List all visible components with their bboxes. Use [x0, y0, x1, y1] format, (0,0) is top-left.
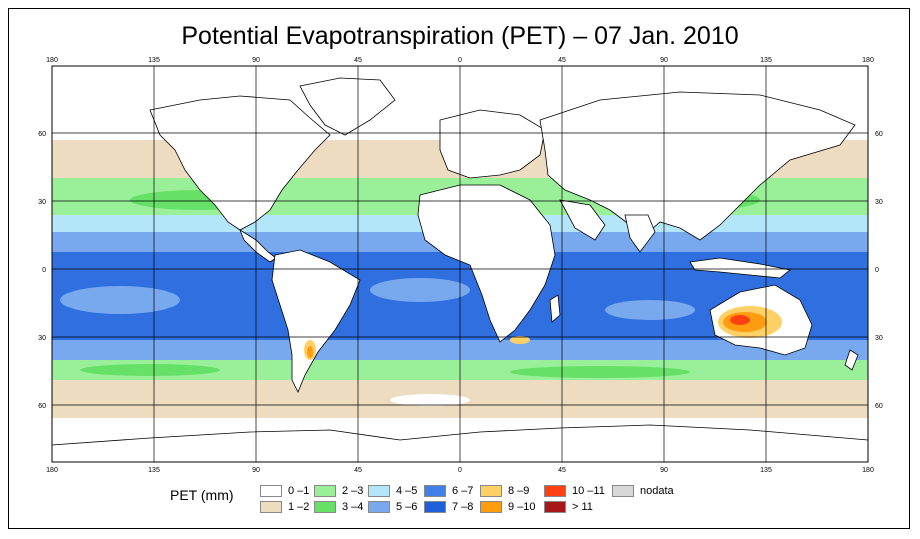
legend-item: 9 –10	[480, 501, 536, 513]
lat-tick: 30	[38, 335, 46, 342]
pattern-blob	[510, 366, 690, 378]
legend-swatch	[424, 501, 446, 513]
legend-label: nodata	[640, 485, 674, 497]
legend-item: 8 –9	[480, 485, 529, 497]
legend-swatch	[480, 501, 502, 513]
legend-swatch	[480, 485, 502, 497]
legend-item: 7 –8	[424, 501, 473, 513]
legend-label: 0 –1	[288, 485, 310, 497]
legend-item: 5 –6	[368, 501, 417, 513]
legend-swatch	[260, 501, 282, 513]
legend-label: 5 –6	[396, 501, 418, 513]
pattern-blob	[80, 364, 220, 376]
pattern-blob	[605, 300, 695, 320]
legend-label: 2 –3	[342, 485, 364, 497]
legend-swatch	[368, 501, 390, 513]
legend-swatch	[612, 485, 634, 497]
legend-item: 2 –3	[314, 485, 363, 497]
legend-item: 10 –11	[544, 485, 605, 497]
legend-item: > 11	[544, 501, 593, 513]
hotspot-australia-peak	[730, 315, 750, 325]
north-america	[149, 95, 331, 231]
lon-tick: 45	[558, 57, 566, 64]
legend-label: 4 –5	[396, 485, 418, 497]
legend-swatch	[368, 485, 390, 497]
lon-tick: 135	[760, 57, 772, 64]
south-america	[271, 249, 361, 393]
lon-tick: 180	[46, 57, 58, 64]
legend-label: 8 –9	[508, 485, 530, 497]
madagascar	[549, 294, 561, 323]
lat-tick: 30	[875, 335, 883, 342]
legend-swatch	[314, 501, 336, 513]
africa	[417, 184, 556, 343]
legend-title: PET (mm)	[170, 487, 234, 503]
legend-item: 1 –2	[260, 501, 309, 513]
greenland	[299, 77, 396, 136]
lat-tick: 60	[875, 403, 883, 410]
lon-tick: 135	[148, 467, 160, 474]
lon-tick: 0	[458, 467, 462, 474]
lat-tick: 0	[42, 267, 46, 274]
hotspot-southafrica	[510, 336, 530, 344]
map-title: Potential Evapotranspiration (PET) – 07 …	[181, 22, 739, 50]
hotspot-argentina-core	[307, 346, 313, 358]
lon-tick: 90	[660, 57, 668, 64]
central-america	[239, 229, 277, 263]
lon-tick: 135	[760, 467, 772, 474]
lat-tick: 60	[38, 403, 46, 410]
legend-label: 3 –4	[342, 501, 364, 513]
lon-tick: 90	[660, 467, 668, 474]
lon-tick: 180	[862, 57, 874, 64]
lon-tick: 45	[354, 467, 362, 474]
lat-tick: 0	[875, 267, 879, 274]
asia	[539, 91, 856, 241]
lon-tick: 0	[458, 57, 462, 64]
pattern-blob	[390, 394, 470, 406]
legend-item: nodata	[612, 485, 674, 497]
graticule	[52, 66, 868, 462]
figure-frame	[8, 8, 910, 529]
lon-tick: 90	[252, 57, 260, 64]
legend-item: 4 –5	[368, 485, 417, 497]
lon-tick: 135	[148, 57, 160, 64]
lon-ticks-bottom: 180 135 90 45 0 45 90 135 180	[46, 467, 874, 474]
europe	[439, 109, 546, 179]
legend-swatch	[314, 485, 336, 497]
legend-swatch	[424, 485, 446, 497]
lat-tick: 60	[875, 131, 883, 138]
indonesia	[689, 257, 791, 279]
lon-tick: 45	[558, 467, 566, 474]
lat-ticks-right: 60 30 0 30 60	[875, 131, 883, 410]
legend-label: 9 –10	[508, 501, 536, 513]
legend-label: > 11	[572, 501, 593, 513]
lat-tick: 60	[38, 131, 46, 138]
new-zealand	[844, 349, 859, 371]
lon-tick: 45	[354, 57, 362, 64]
legend-label: 1 –2	[288, 501, 310, 513]
lon-ticks-top: 180 135 90 45 0 45 90 135 180	[46, 57, 874, 64]
lon-tick: 180	[862, 467, 874, 474]
legend-label: 7 –8	[452, 501, 474, 513]
legend-swatch	[544, 501, 566, 513]
lat-ticks-left: 60 30 0 30 60	[38, 131, 46, 410]
lat-tick: 30	[38, 199, 46, 206]
pattern-blob	[60, 286, 180, 314]
legend-item: 6 –7	[424, 485, 473, 497]
legend-label: 10 –11	[572, 485, 605, 497]
pattern-blob	[370, 278, 470, 302]
legend-item: 3 –4	[314, 501, 363, 513]
lon-tick: 180	[46, 467, 58, 474]
lon-tick: 90	[252, 467, 260, 474]
map-border	[51, 65, 869, 463]
arabia	[559, 199, 606, 241]
legend-swatch	[544, 485, 566, 497]
legend-swatch	[260, 485, 282, 497]
india	[624, 214, 656, 253]
legend-item: 0 –1	[260, 485, 309, 497]
legend-label: 6 –7	[452, 485, 474, 497]
lat-tick: 30	[875, 199, 883, 206]
